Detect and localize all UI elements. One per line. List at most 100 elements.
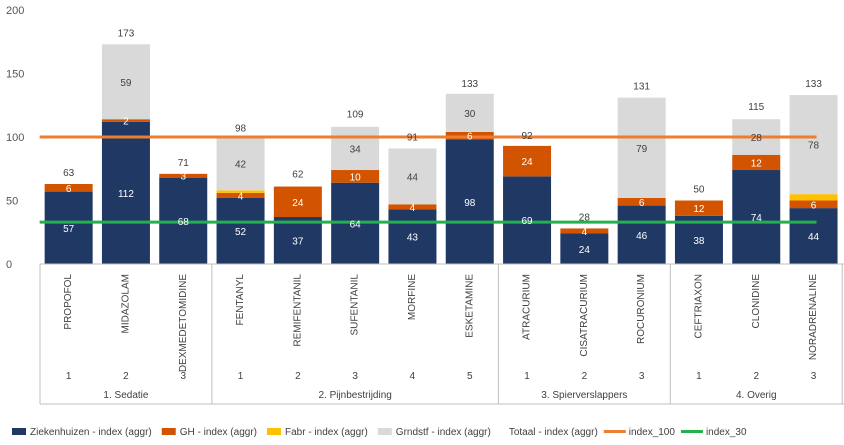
bar-segment: [674, 200, 723, 216]
bar-segment: [44, 191, 93, 264]
data-label: 38: [693, 236, 705, 247]
legend-label: Fabr - index (aggr): [285, 427, 368, 438]
data-label: 2: [123, 116, 129, 127]
subcategory-label: 1: [524, 371, 530, 382]
data-label: 79: [636, 144, 648, 155]
bar-segment: [216, 197, 265, 264]
data-label: 69: [521, 216, 533, 227]
group-label: 2. Pijnbestrijding: [318, 390, 391, 401]
bar-segment: [789, 194, 838, 201]
legend-label: Ziekenhuizen - index (aggr): [30, 427, 152, 438]
category-label: CISATRACURIUM: [579, 274, 590, 357]
data-label: 42: [235, 160, 247, 171]
y-tick-label: 200: [6, 5, 24, 17]
subcategory-label: 4: [410, 371, 416, 382]
data-label: 28: [751, 133, 763, 144]
total-label: 91: [407, 132, 419, 143]
data-label: 24: [579, 245, 591, 256]
category-label: CLONIDINE: [751, 274, 762, 329]
legend-swatch: [12, 428, 26, 435]
data-label: 44: [808, 232, 820, 243]
data-label: 34: [350, 144, 362, 155]
bar-segment: [101, 44, 150, 120]
bar-segment: [388, 209, 437, 264]
data-label: 44: [407, 172, 419, 183]
subcategory-label: 2: [295, 371, 301, 382]
subcategory-label: 3: [639, 371, 645, 382]
total-label: 133: [805, 79, 822, 90]
bar-segment: [44, 183, 93, 192]
total-label: 50: [693, 185, 705, 196]
data-label: 98: [464, 198, 476, 209]
data-label: 12: [751, 158, 763, 169]
legend-label: index_30: [706, 427, 747, 438]
total-label: 71: [178, 158, 190, 169]
legend-label: Grndstf - index (aggr): [396, 427, 491, 438]
total-label: 131: [633, 82, 650, 93]
bar-segment: [503, 176, 552, 264]
subcategory-label: 3: [352, 371, 358, 382]
data-label: 74: [751, 213, 763, 224]
total-label: 173: [118, 28, 135, 39]
category-label: NORADRENALINE: [808, 274, 819, 360]
data-label: 57: [63, 224, 75, 235]
data-label: 78: [808, 141, 820, 152]
category-label: DEXMEDETOMIDINE: [178, 274, 189, 372]
category-label: ESKETAMINE: [464, 274, 475, 338]
data-label: 3: [180, 172, 186, 183]
data-label: 30: [464, 109, 476, 120]
legend-swatch: [266, 428, 281, 435]
total-label: 98: [235, 124, 247, 135]
legend-swatch: [377, 428, 392, 435]
bar-segment: [331, 170, 380, 183]
bar-segment: [331, 126, 380, 171]
legend-label: GH - index (aggr): [180, 427, 257, 438]
bar-segment: [617, 97, 666, 198]
data-label: 43: [407, 233, 419, 244]
total-label: 28: [579, 212, 591, 223]
bar-segment: [617, 197, 666, 206]
category-label: MORFINE: [407, 274, 418, 320]
subcategory-label: 1: [238, 371, 244, 382]
data-label: 59: [120, 78, 132, 89]
total-label: 63: [63, 168, 75, 179]
subcategory-label: 2: [582, 371, 588, 382]
legend-label: Totaal - index (aggr): [509, 427, 598, 438]
subcategory-label: 5: [467, 371, 473, 382]
data-label: 64: [350, 219, 362, 230]
group-label: 1. Sedatie: [103, 390, 148, 401]
group-label: 4. Overig: [736, 390, 777, 401]
category-label: FENTANYL: [235, 274, 246, 326]
total-label: 109: [347, 110, 364, 121]
data-label: 6: [66, 184, 72, 195]
group-label: 3. Spierverslappers: [541, 390, 627, 401]
data-label: 10: [350, 172, 362, 183]
data-label: 37: [292, 237, 304, 248]
data-label: 46: [636, 231, 648, 242]
subcategory-label: 3: [180, 371, 186, 382]
category-label: SUFENTANIL: [350, 274, 361, 336]
bar-segment: [789, 95, 838, 195]
bar-segment: [159, 173, 208, 178]
data-label: 6: [467, 132, 473, 143]
total-label: 92: [521, 131, 533, 142]
data-label: 24: [292, 198, 304, 209]
bar-segment: [216, 190, 265, 193]
bar-segment: [789, 200, 838, 209]
bar-segment: [560, 228, 609, 234]
bar-segment: [617, 205, 666, 264]
bar-segment: [216, 192, 265, 198]
subcategory-label: 3: [811, 371, 817, 382]
bar-segment: [273, 186, 322, 218]
y-axis: 0 50 100 150 200: [6, 5, 24, 271]
bar-segment: [216, 137, 265, 191]
bar-segment: [674, 215, 723, 264]
data-label: 24: [521, 157, 533, 168]
legend-swatch: [161, 428, 176, 435]
data-labels: 5766311225917368371524429837246264103410…: [63, 28, 822, 255]
category-label: REMIFENTANIL: [292, 274, 303, 347]
data-label: 6: [639, 198, 645, 209]
bar-segment: [445, 139, 494, 264]
data-label: 12: [693, 204, 705, 215]
